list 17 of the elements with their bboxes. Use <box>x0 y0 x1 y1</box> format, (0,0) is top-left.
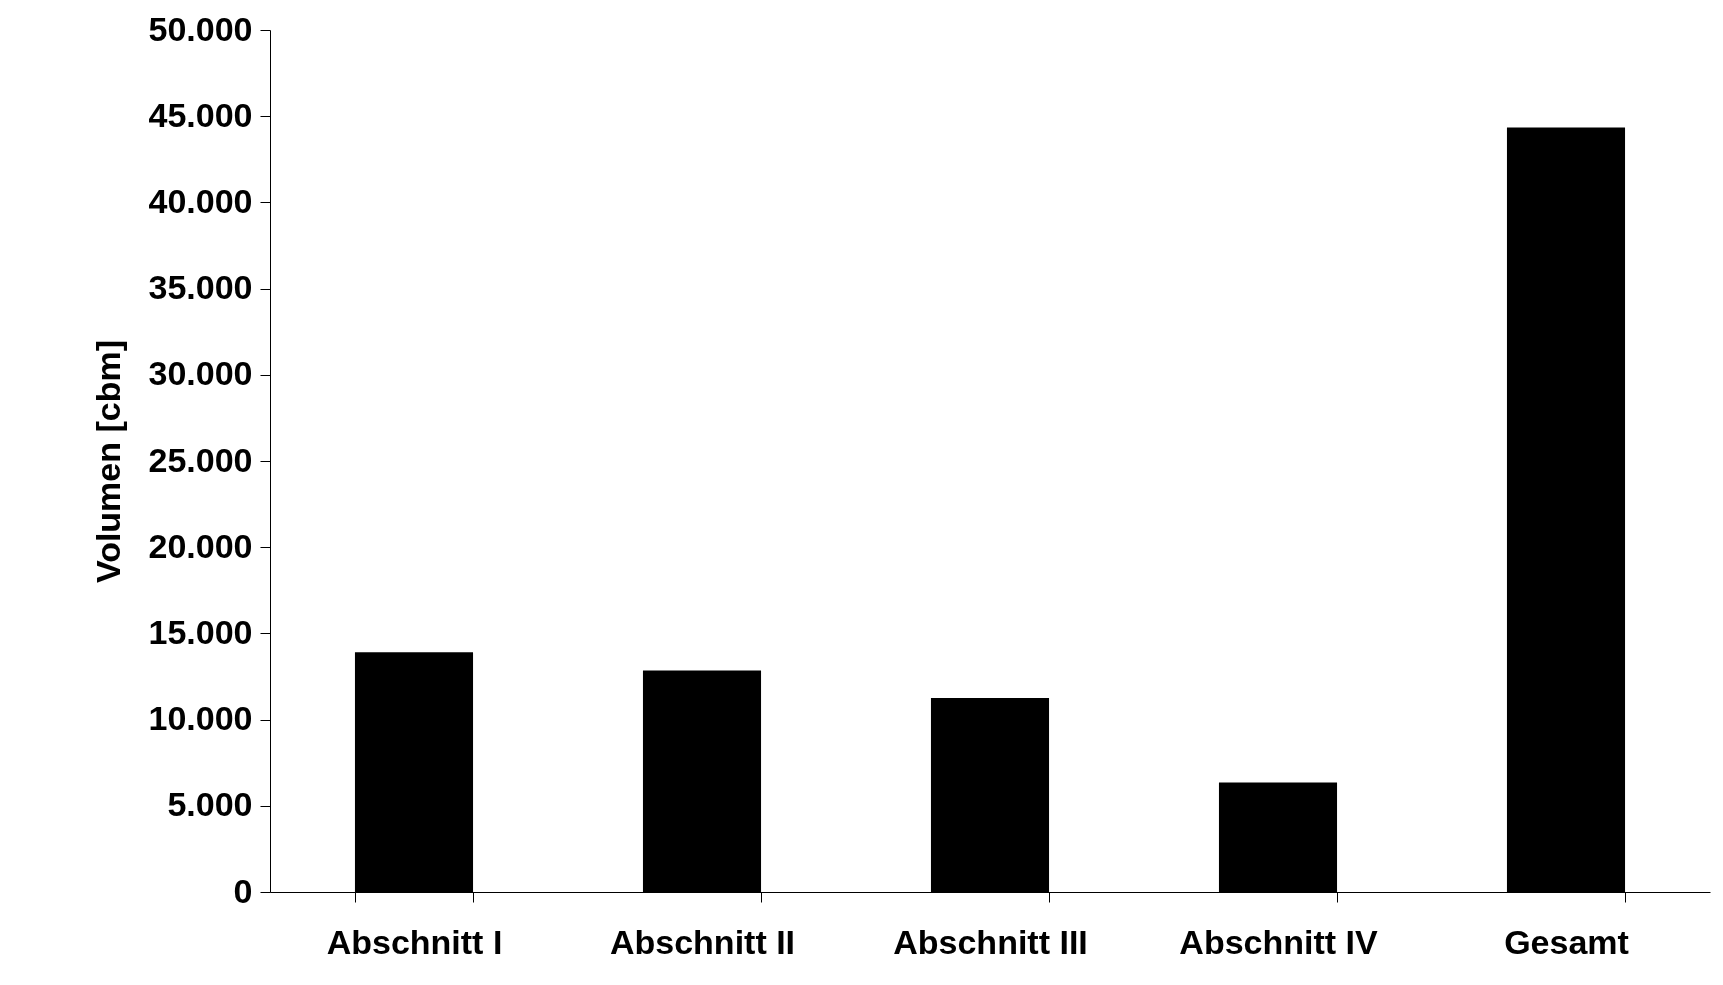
y-tick-label: 20.000 <box>148 526 253 565</box>
x-tick-label: Abschnitt III <box>893 922 1088 961</box>
y-tick-label: 30.000 <box>148 354 253 393</box>
y-tick-label: 40.000 <box>148 181 253 220</box>
x-tick-label: Abschnitt IV <box>1179 922 1378 961</box>
y-axis-title: Volumen [cbm] <box>88 339 127 584</box>
y-tick-label: 0 <box>233 871 253 910</box>
x-tick-label: Abschnitt I <box>326 922 503 961</box>
y-tick-label: 35.000 <box>148 268 253 307</box>
y-tick-label: 45.000 <box>148 95 253 134</box>
y-tick-label: 5.000 <box>167 785 253 824</box>
y-tick-label: 10.000 <box>148 699 253 738</box>
y-tick-label: 15.000 <box>148 612 253 651</box>
y-tick-label: 50.000 <box>148 9 253 48</box>
x-tick-label: Abschnitt II <box>609 922 796 961</box>
x-tick-label: Gesamt <box>1504 922 1629 961</box>
y-tick-label: 25.000 <box>148 440 253 479</box>
